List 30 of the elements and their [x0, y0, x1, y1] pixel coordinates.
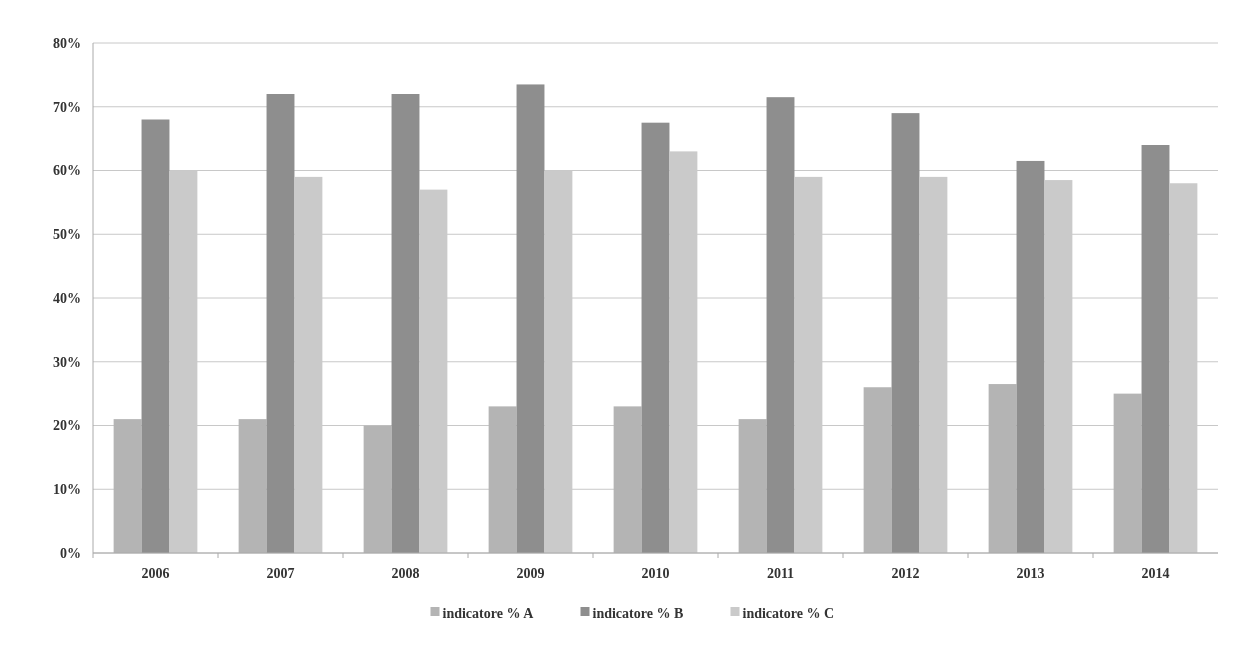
bar	[141, 119, 170, 553]
bar	[766, 97, 795, 553]
y-tick-label: 80%	[53, 35, 81, 51]
bar	[391, 94, 420, 553]
x-tick-label: 2008	[391, 566, 420, 581]
x-tick-label: 2013	[1016, 566, 1045, 581]
x-tick-label: 2011	[766, 566, 795, 581]
y-tick-label: 20%	[53, 418, 81, 434]
bar	[641, 122, 670, 553]
x-tick-label: 2009	[516, 566, 545, 581]
y-tick-label: 0%	[60, 545, 81, 561]
x-tick-label: 2007	[266, 566, 295, 581]
y-tick-label: 50%	[53, 227, 81, 243]
y-tick-label: 60%	[53, 163, 81, 179]
x-tick-label: 2012	[891, 566, 920, 581]
y-tick-label: 30%	[53, 354, 81, 370]
bar	[516, 84, 545, 553]
y-tick-label: 10%	[53, 482, 81, 498]
y-tick-label: 70%	[53, 99, 81, 115]
legend-label: indicatore % B	[592, 605, 684, 621]
x-tick-label: 2014	[1141, 566, 1170, 581]
bar	[1016, 160, 1045, 553]
x-tick-label: 2006	[141, 566, 170, 581]
bar	[891, 113, 920, 553]
y-tick-label: 40%	[53, 290, 81, 306]
bar	[266, 94, 295, 553]
bar	[1141, 145, 1170, 553]
legend-label: indicatore % A	[442, 605, 535, 621]
x-tick-label: 2010	[641, 566, 670, 581]
legend-label: indicatore % C	[742, 605, 835, 621]
